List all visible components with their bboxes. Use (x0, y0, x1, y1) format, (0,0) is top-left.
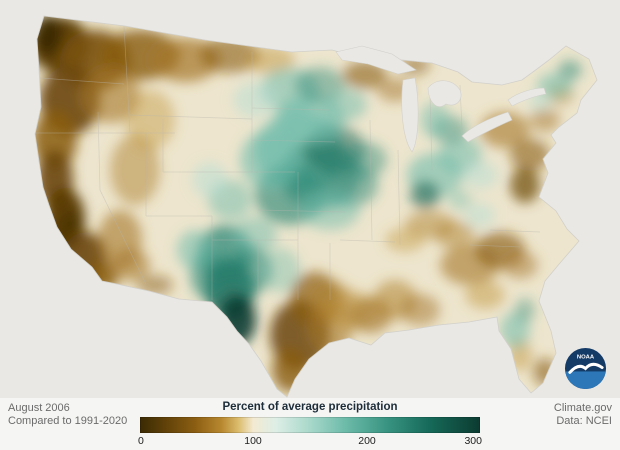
lake-ontario (507, 87, 547, 107)
legend-tick-labels: 0 100 200 300 (138, 435, 482, 448)
map-caption-right: Climate.gov Data: NCEI (554, 402, 612, 427)
legend-tick-100: 100 (244, 435, 262, 447)
legend-tick-200: 200 (358, 435, 376, 447)
noaa-logo: NOAA (564, 347, 607, 390)
noaa-logo-sea (564, 371, 607, 390)
noaa-logo-graphic: NOAA (564, 347, 607, 390)
precipitation-legend: Percent of average precipitation 0 100 2… (138, 401, 482, 448)
map-date-label: August 2006 (8, 402, 70, 414)
map-baseline-label: Compared to 1991-2020 (8, 414, 128, 427)
lake-huron (427, 80, 462, 107)
legend-title: Percent of average precipitation (222, 401, 398, 413)
legend-gradient-bar (140, 417, 480, 433)
lake-erie (461, 111, 513, 143)
us-outline (34, 15, 598, 398)
noaa-logo-text: NOAA (577, 355, 595, 361)
climate-gov-credit: Climate.gov (553, 402, 612, 414)
map-caption-left: August 2006 Compared to 1991-2020 (8, 402, 127, 427)
lake-michigan (401, 77, 419, 153)
lake-superior (335, 45, 417, 75)
data-source-credit: Data: NCEI (556, 414, 612, 427)
legend-tick-300: 300 (464, 435, 482, 447)
precipitation-blobs (35, 16, 582, 392)
noaa-seagull-icon (568, 362, 604, 374)
legend-tick-0: 0 (138, 435, 144, 447)
state-borders (36, 25, 541, 330)
great-lakes (335, 45, 547, 153)
